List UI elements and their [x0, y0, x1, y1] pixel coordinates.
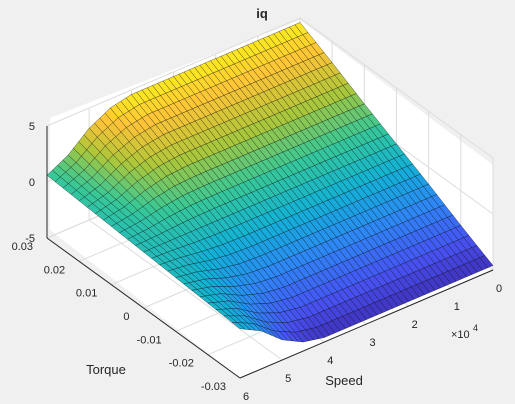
speed-tick-label: 6: [243, 391, 249, 403]
multiplier-exponent: 4: [473, 323, 478, 333]
torque-tick-label: -0.02: [169, 358, 194, 370]
speed-tick-label: 1: [454, 301, 460, 313]
z-tick-label: 0: [29, 177, 35, 189]
axis-lines: [46, 126, 494, 379]
speed-tick-label: 5: [285, 373, 291, 385]
torque-tick-label: 0.02: [44, 264, 65, 276]
speed-tick-label: 0: [496, 283, 502, 295]
speed-multiplier: ×10 4: [451, 323, 478, 341]
torque-tick-label: -0.01: [137, 334, 162, 346]
torque-tick-label: 0: [123, 311, 129, 323]
speed-tick-label: 2: [412, 319, 418, 331]
z-tick-labels: 5 0 -5: [25, 121, 35, 245]
chart-title: iq: [256, 6, 268, 21]
torque-tick-label: 0.03: [12, 241, 33, 253]
torque-tick-labels: 0.03 0.02 0.01 0 -0.01 -0.02 -0.03: [12, 241, 226, 393]
speed-tick-label: 3: [369, 337, 375, 349]
torque-axis-label: Torque: [86, 362, 126, 377]
z-tick-label: 5: [29, 121, 35, 133]
torque-tick-label: -0.03: [201, 381, 226, 393]
torque-axis-line: [46, 237, 241, 379]
speed-tick-labels: 0 1 2 3 4 5 6: [243, 283, 502, 403]
surface-patch: [231, 322, 246, 330]
speed-tick-label: 4: [327, 355, 333, 367]
z-tick-label: -5: [25, 233, 35, 245]
torque-tick-label: 0.01: [76, 288, 97, 300]
speed-axis-label: Speed: [325, 373, 363, 388]
speed-axis-line: [239, 269, 494, 379]
surface-mesh: [46, 22, 494, 343]
multiplier-base: ×10: [451, 329, 470, 341]
